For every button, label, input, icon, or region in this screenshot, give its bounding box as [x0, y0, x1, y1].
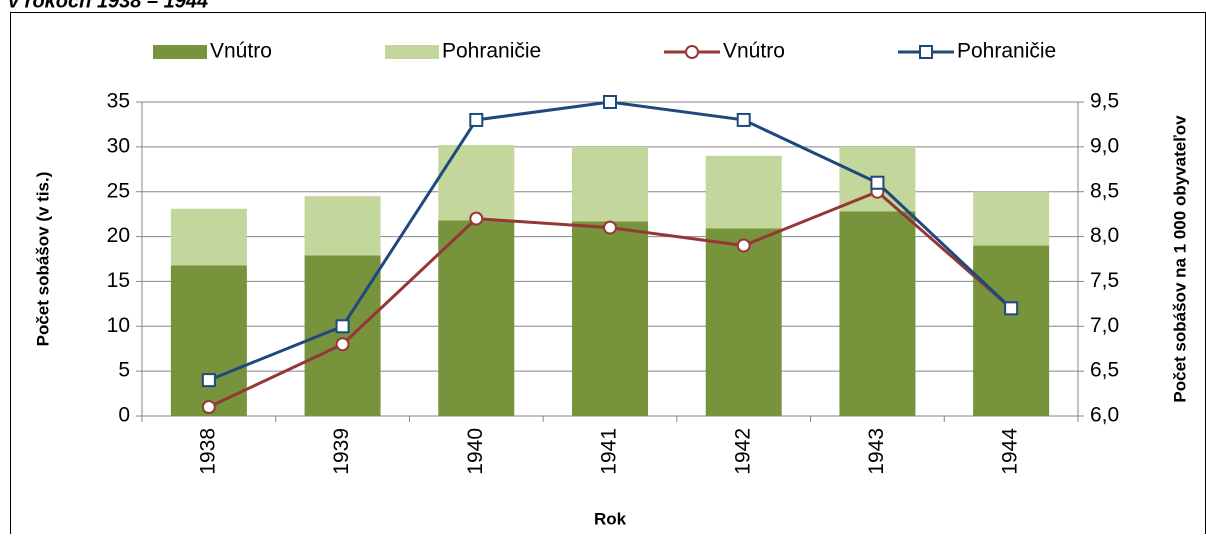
y-tick-label: 0	[118, 404, 130, 427]
y-tick-label: 5	[118, 359, 130, 382]
y2-tick-label: 8,5	[1090, 179, 1119, 202]
bar	[170, 265, 247, 416]
line-marker	[736, 238, 751, 253]
x-tick-label: 1942	[731, 428, 754, 475]
legend-marker	[919, 45, 933, 59]
y-tick-label: 20	[107, 224, 130, 247]
bar	[572, 221, 648, 416]
x-tick-label: 1938	[196, 428, 219, 475]
legend-label: Vnútro	[723, 40, 785, 63]
legend-label: Pohraničie	[442, 40, 541, 63]
x-tick-label: 1939	[330, 428, 353, 475]
y2-tick-label: 6,5	[1090, 359, 1119, 382]
bar	[304, 196, 381, 256]
y-tick-label: 10	[107, 314, 130, 337]
line-marker	[736, 112, 751, 127]
line-marker	[870, 175, 885, 190]
y2-tick-label: 7,0	[1090, 314, 1119, 337]
y-tick-label: 30	[107, 134, 130, 157]
line-marker	[469, 211, 484, 226]
y2-tick-label: 9,0	[1090, 134, 1119, 157]
x-tick-label: 1941	[598, 428, 621, 475]
y2-tick-label: 8,0	[1090, 224, 1119, 247]
bar	[973, 191, 1050, 246]
legend-marker	[685, 45, 699, 59]
y2-tick-label: 9,5	[1090, 90, 1119, 113]
legend-label: Vnútro	[210, 40, 272, 63]
y-tick-label: 35	[107, 90, 130, 113]
y-axis-label: Počet sobášov (v tis.)	[33, 172, 52, 347]
bar	[839, 211, 916, 416]
y2-tick-label: 6,0	[1090, 404, 1119, 427]
line-marker	[201, 373, 216, 388]
bar	[170, 208, 247, 266]
x-axis-label: Rok	[594, 509, 627, 528]
line-marker	[1004, 301, 1019, 316]
line-marker	[603, 220, 617, 235]
x-tick-label: 1940	[464, 428, 487, 475]
y2-axis-label: Počet sobášov na 1 000 obyvateľov	[1170, 115, 1189, 403]
line-marker	[201, 400, 216, 415]
bar	[973, 245, 1050, 416]
bar	[438, 220, 515, 416]
y-tick-label: 25	[107, 179, 130, 202]
line-marker	[469, 112, 484, 127]
x-tick-label: 1943	[865, 428, 888, 475]
x-tick-label: 1944	[999, 428, 1022, 475]
y-tick-label: 15	[107, 269, 130, 292]
bar	[705, 228, 782, 416]
bar	[705, 155, 782, 229]
line-marker	[335, 337, 350, 352]
legend-label: Pohraničie	[957, 40, 1056, 63]
line-marker	[603, 95, 617, 109]
chart-title: v rokoch 1938 – 1944	[8, 0, 208, 12]
bar	[438, 145, 515, 221]
y2-tick-label: 7,5	[1090, 269, 1119, 292]
legend-swatch	[153, 45, 207, 59]
legend-swatch	[385, 45, 439, 59]
line-marker	[335, 319, 350, 334]
bar	[572, 146, 648, 222]
